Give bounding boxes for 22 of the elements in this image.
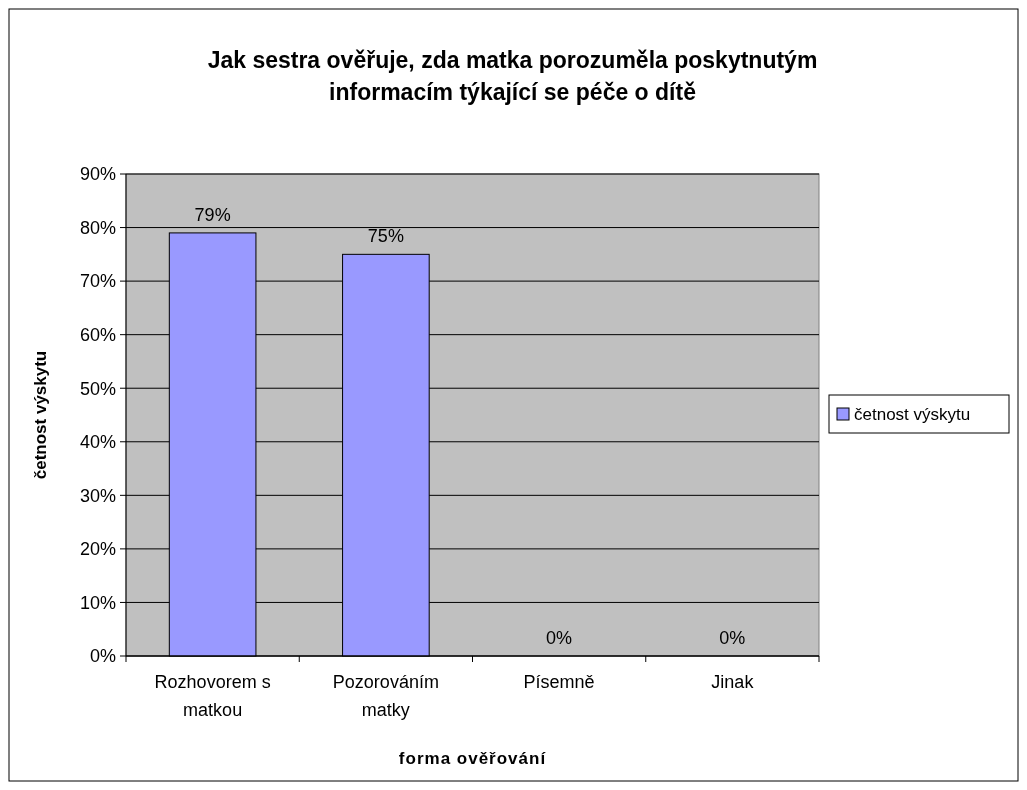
x-tick-label: Písemně bbox=[523, 672, 595, 692]
y-tick-label: 0% bbox=[89, 646, 116, 667]
x-axis-title: forma ověřování bbox=[398, 749, 547, 768]
y-tick-label: 60% bbox=[79, 324, 116, 345]
x-tick-label: Rozhovorem s matkou bbox=[154, 672, 271, 720]
y-axis-title: četnost výskytu bbox=[31, 350, 50, 480]
x-tick-label: Pozorováním matky bbox=[332, 672, 439, 720]
y-tick-label: 30% bbox=[79, 485, 116, 506]
legend-label: četnost výskytu bbox=[854, 404, 971, 424]
x-tick-label: Jinak bbox=[711, 672, 755, 692]
y-tick-label: 40% bbox=[79, 432, 116, 453]
data-label: 79% bbox=[194, 204, 231, 225]
y-tick-label: 10% bbox=[79, 592, 116, 613]
data-label: 0% bbox=[719, 628, 746, 648]
y-tick-label: 90% bbox=[79, 164, 116, 185]
data-label: 0% bbox=[546, 628, 573, 648]
chart-title: Jak sestra ověřuje, zda matka porozuměla poskytnutým informacím týkající se péče o dítě bbox=[207, 47, 818, 105]
y-tick-label: 70% bbox=[79, 271, 116, 292]
y-tick-label: 20% bbox=[79, 539, 116, 560]
y-tick-label: 50% bbox=[79, 378, 116, 399]
data-label: 75% bbox=[367, 226, 404, 247]
y-tick-label: 80% bbox=[79, 217, 116, 238]
